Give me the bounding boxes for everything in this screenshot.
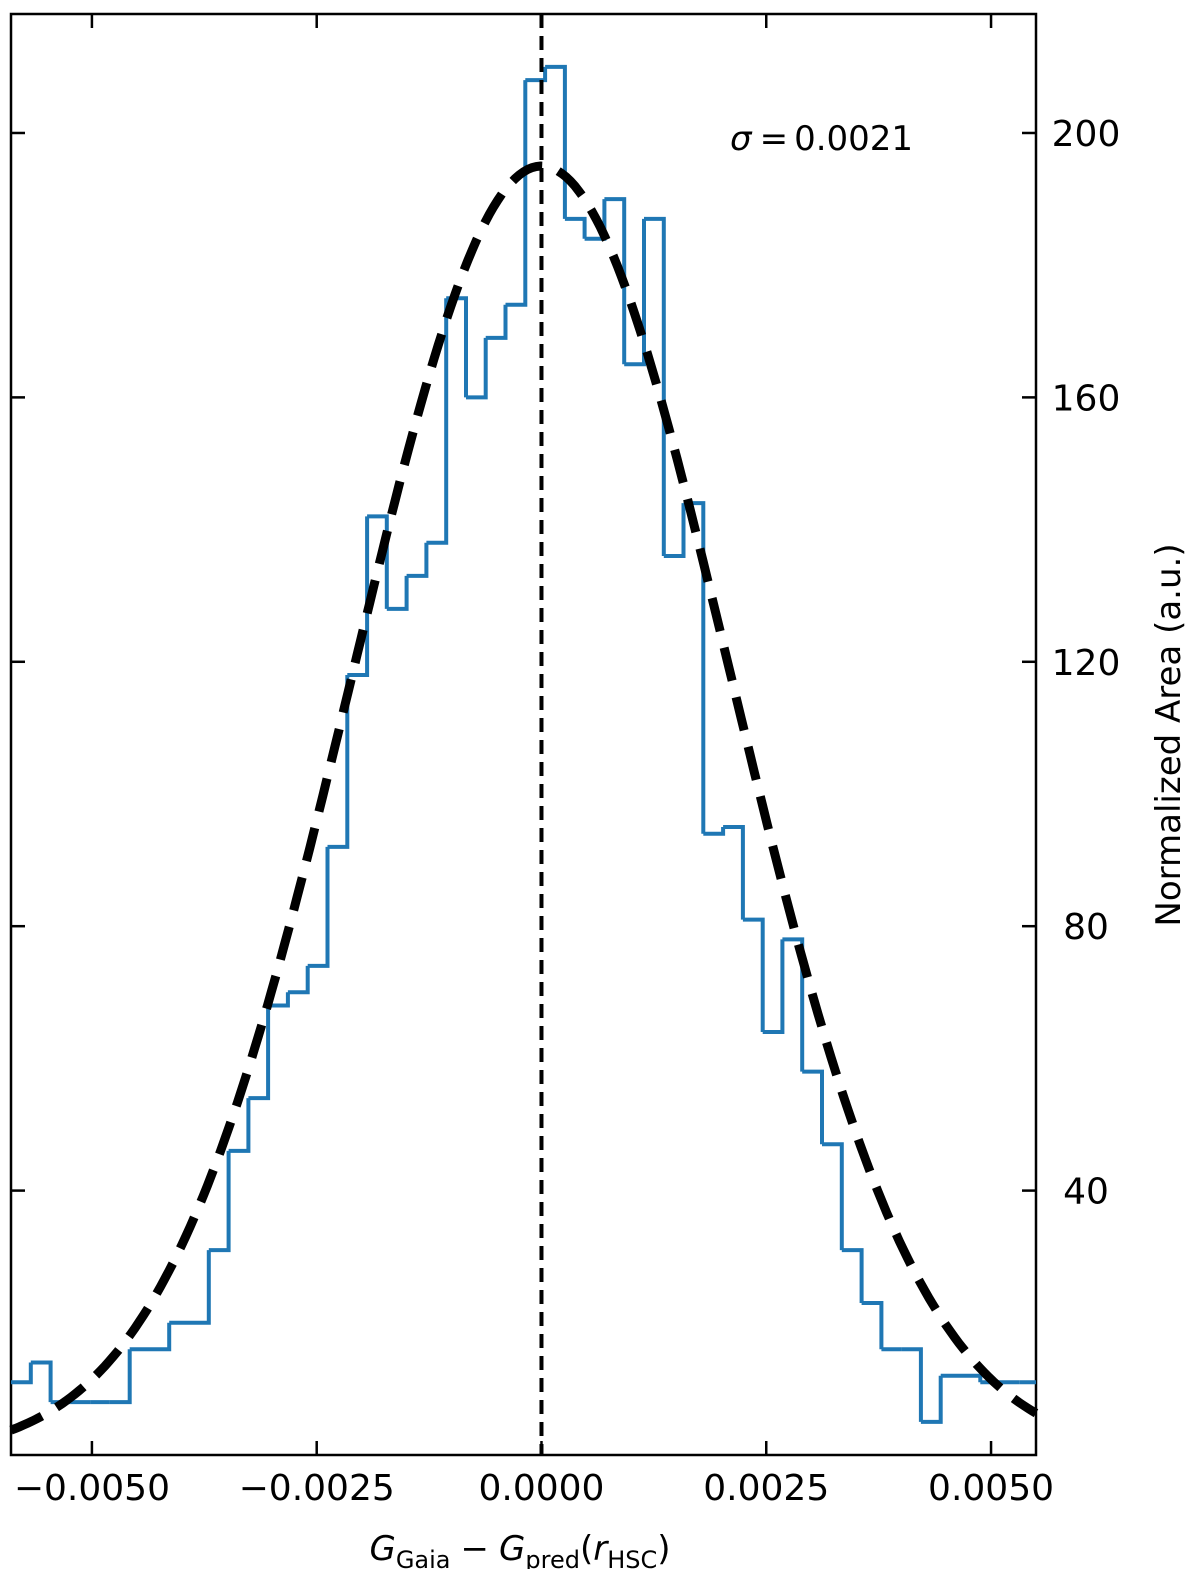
y-tick-label: 80	[1063, 907, 1109, 948]
histogram-bin	[505, 80, 528, 307]
histogram-bin	[347, 516, 370, 677]
y-tick-label: 120	[1052, 643, 1121, 684]
histogram-bin	[367, 514, 389, 609]
histogram-bin	[386, 575, 409, 611]
histogram-bin	[861, 1301, 884, 1350]
histogram-bin	[822, 1142, 844, 1251]
histogram-bin	[545, 64, 567, 219]
plot-frame	[9, 12, 1038, 1457]
x-tick-label: −0.0025	[239, 1468, 395, 1509]
histogram-bin	[644, 216, 666, 556]
histogram-bin	[703, 827, 726, 836]
y-tick-label: 200	[1052, 114, 1121, 155]
histogram-bin	[564, 216, 587, 239]
histogram-bin	[624, 218, 646, 367]
histogram-bin	[109, 1349, 132, 1405]
histogram-bin	[287, 965, 310, 995]
histogram-bin	[485, 304, 508, 340]
histogram-bin	[189, 1250, 211, 1325]
x-tick-label: 0.0050	[928, 1468, 1054, 1509]
axis-ticks: −0.0050 −0.0025 0.0000 0.0025 0.0050 40 80 120 1…	[11, 14, 1120, 1509]
histogram-bin	[228, 1098, 251, 1153]
histogram-bin	[920, 1375, 943, 1424]
x-tick-label: 0.0025	[703, 1468, 829, 1509]
histogram-bin	[327, 675, 350, 849]
x-axis-label: GGaia − Gpred(rHSC)	[369, 1529, 670, 1569]
histogram-bin	[723, 825, 745, 920]
histogram-bin	[663, 503, 686, 558]
histogram-bin	[307, 846, 330, 968]
histogram-bin	[802, 1069, 824, 1145]
histogram-bin	[11, 1362, 33, 1385]
histogram-bin	[782, 937, 805, 1072]
histogram-bin	[466, 337, 488, 400]
y-tick-label: 160	[1052, 378, 1121, 419]
histogram-bin	[268, 992, 290, 1008]
x-tick-label: 0.0000	[478, 1468, 604, 1509]
histogram-bin	[426, 298, 449, 545]
histogram-bin	[208, 1150, 231, 1253]
histogram-bin	[742, 917, 765, 1032]
histogram-bin	[248, 1005, 271, 1101]
histogram-bin	[901, 1347, 923, 1422]
histogram-bin	[960, 1373, 983, 1383]
histogram-bin	[841, 1248, 864, 1303]
histogram-bin	[525, 66, 548, 83]
histogram-bin	[149, 1322, 172, 1352]
histogram-bin	[406, 542, 429, 578]
x-tick-label: −0.0050	[14, 1468, 170, 1509]
fit-curve	[9, 161, 1039, 1435]
y-axis-label: Normalized Area (a.u.)	[1149, 543, 1189, 926]
histogram-bars	[11, 64, 1036, 1424]
y-tick-label: 40	[1063, 1172, 1109, 1213]
histogram-bin	[762, 939, 785, 1034]
histogram-bin	[30, 1360, 53, 1403]
gaussian-fit	[9, 161, 1039, 1435]
sigma-annotation: σ = 0.0021	[730, 119, 913, 159]
histogram-bin	[604, 197, 627, 365]
